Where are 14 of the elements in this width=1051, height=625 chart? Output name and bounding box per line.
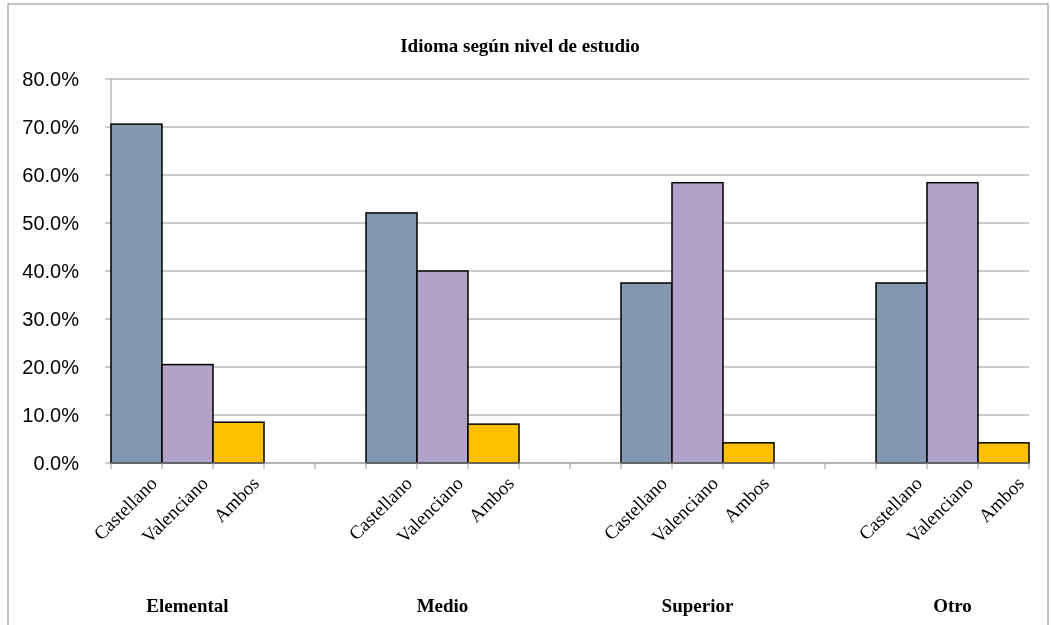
y-tick-label: 70.0% — [22, 116, 80, 138]
y-tick-label: 50.0% — [22, 212, 80, 234]
y-tick-label: 80.0% — [22, 68, 80, 90]
x-tick-label: Superior — [661, 595, 734, 616]
y-tick-label: 20.0% — [22, 356, 80, 378]
y-tick-label: 0.0% — [33, 452, 80, 474]
x-tick-label: Elemental — [146, 595, 229, 616]
y-tick-label: 10.0% — [22, 404, 80, 426]
x-tick-label: Medio — [416, 595, 469, 616]
y-tick-label: 60.0% — [22, 164, 80, 186]
y-tick-label: 40.0% — [22, 260, 80, 282]
chart-title: Idioma según nivel de estudio — [400, 35, 640, 56]
y-tick-label: 30.0% — [22, 308, 80, 330]
x-tick-label: Otro — [933, 595, 972, 616]
